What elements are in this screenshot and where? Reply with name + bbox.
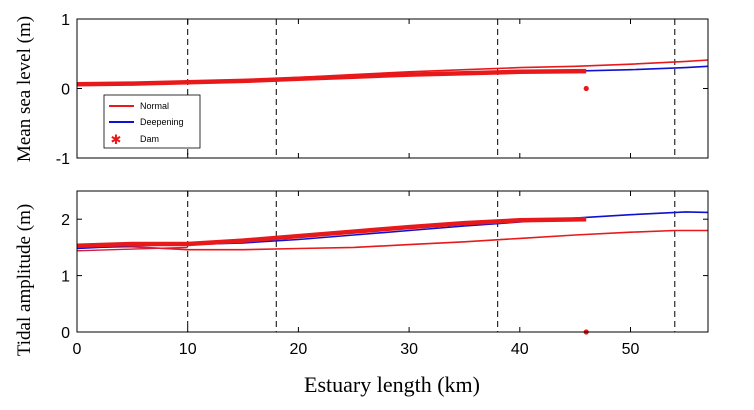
mean-sea-level-ylabel: Mean sea level (m) [14, 16, 35, 162]
legend-normal-label: Normal [140, 101, 169, 111]
x-tick-label: 10 [179, 341, 197, 358]
tidal-amplitude-panel: Tidal amplitude (m) Estuary length (km) … [14, 190, 709, 397]
dam-point-marker [583, 85, 589, 92]
mean-sea-level-panel: Mean sea level (m) -1 0 1 [14, 12, 709, 168]
series-line-normal-lower [77, 246, 188, 252]
series-line-dam [77, 216, 587, 248]
legend-dam-label: Dam [140, 134, 159, 144]
axes-frame [76, 190, 709, 333]
y-tick-label: 1 [61, 12, 70, 29]
y-tick-label: -1 [56, 151, 70, 168]
series-line-dam [77, 68, 587, 87]
y-tick-label: 0 [61, 82, 70, 99]
estuary-length-xlabel: Estuary length (km) [304, 372, 480, 397]
x-tick-label: 0 [73, 341, 82, 358]
legend-deepening-label: Deepening [140, 117, 184, 127]
x-tick-label: 50 [622, 341, 640, 358]
legend-dam-marker: ✱ [111, 133, 122, 148]
legend: Normal Deepening ✱ Dam [103, 94, 201, 149]
y-tick-label: 1 [61, 269, 70, 286]
x-tick-label: 40 [511, 341, 529, 358]
tidal-amplitude-ylabel: Tidal amplitude (m) [14, 204, 35, 356]
series-line-normal [77, 229, 708, 251]
x-tick-label: 30 [400, 341, 418, 358]
x-tick-label: 20 [290, 341, 308, 358]
y-tick-label: 0 [61, 325, 70, 342]
y-tick-label: 2 [61, 212, 70, 229]
